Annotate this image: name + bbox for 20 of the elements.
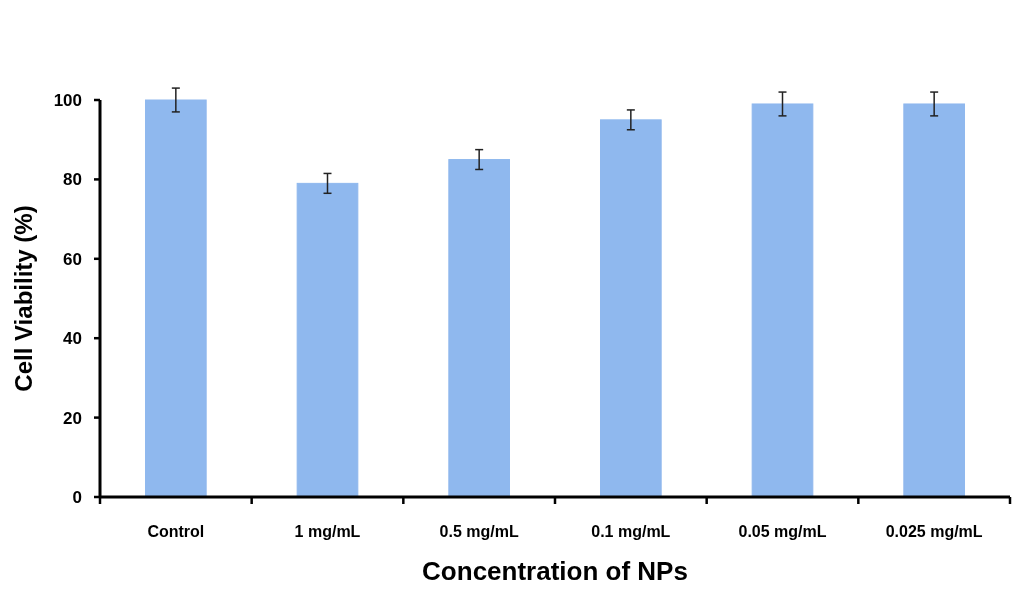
- y-tick-label: 80: [63, 170, 82, 190]
- bar: [145, 99, 207, 498]
- y-tick-label: 40: [63, 329, 82, 349]
- bar: [448, 159, 510, 498]
- bar: [903, 103, 965, 498]
- bar: [600, 119, 662, 498]
- y-tick-label: 20: [63, 408, 82, 428]
- bar: [751, 103, 814, 498]
- y-tick-label: 60: [63, 249, 82, 269]
- x-tick-label: Control: [147, 523, 205, 540]
- y-axis-title: Cell Viability (%): [10, 205, 37, 392]
- x-tick-label: 0.025 mg/mL: [885, 523, 983, 540]
- x-tick-label: 0.1 mg/mL: [591, 523, 671, 540]
- y-tick-label: 0: [72, 487, 82, 507]
- y-tick-label: 100: [53, 90, 82, 110]
- x-tick-label: 0.5 mg/mL: [439, 523, 519, 540]
- x-tick-label: 1 mg/mL: [294, 523, 361, 540]
- x-tick-label: 0.05 mg/mL: [738, 523, 827, 540]
- bar: [296, 182, 359, 498]
- x-axis-title: Concentration of NPs: [422, 556, 688, 586]
